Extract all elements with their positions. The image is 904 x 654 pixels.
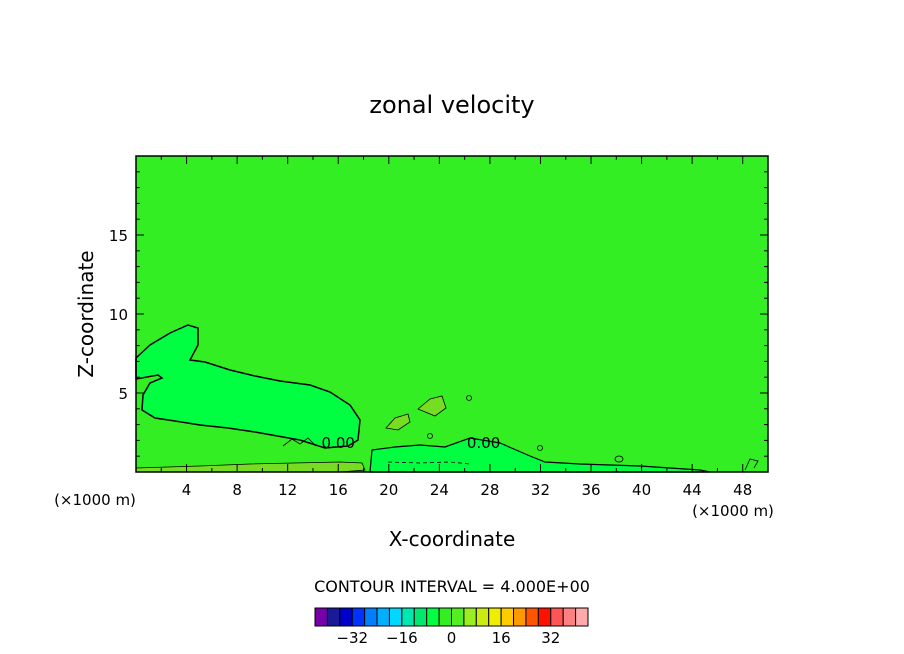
small-contour bbox=[427, 433, 433, 439]
contour-interval-text: CONTOUR INTERVAL = 4.000E+00 bbox=[314, 577, 590, 596]
colorbar-swatch bbox=[401, 607, 415, 627]
x-tick-label: 20 bbox=[379, 481, 398, 499]
small-contour bbox=[537, 445, 543, 451]
colorbar-labels: −32 −16 0 16 32 bbox=[336, 629, 560, 647]
y-tick-label: 5 bbox=[118, 385, 128, 403]
colorbar-label: −16 bbox=[386, 629, 418, 647]
x-tick-label: 36 bbox=[581, 481, 600, 499]
x-unit-left: (×1000 m) bbox=[54, 491, 136, 509]
x-tick-label: 12 bbox=[278, 481, 297, 499]
y-tick-label: 15 bbox=[109, 227, 128, 245]
lower-negative-band bbox=[369, 437, 711, 473]
colorbar bbox=[314, 607, 589, 627]
colorbar-swatch bbox=[426, 607, 440, 627]
colorbar-swatch bbox=[500, 607, 515, 627]
colorbar-swatch bbox=[376, 607, 390, 627]
positive-patch bbox=[417, 395, 447, 417]
colorbar-label: 32 bbox=[541, 629, 560, 647]
colorbar-swatch bbox=[339, 607, 353, 627]
x-tick-label: 16 bbox=[329, 481, 348, 499]
y-axis: 5 10 15 bbox=[109, 171, 768, 457]
x-tick-label: 48 bbox=[733, 481, 752, 499]
y-axis-label: Z-coordinate bbox=[74, 250, 98, 377]
contour-label: 0.00 bbox=[322, 434, 355, 452]
colorbar-swatch bbox=[525, 607, 539, 627]
colorbar-swatch bbox=[451, 607, 465, 627]
colorbar-swatch bbox=[388, 607, 403, 627]
x-tick-label: 44 bbox=[683, 481, 702, 499]
wiggle-contour bbox=[282, 437, 317, 447]
colorbar-swatch bbox=[475, 607, 490, 627]
negative-velocity-region bbox=[135, 324, 361, 449]
colorbar-swatch bbox=[326, 607, 341, 627]
colorbar-swatch bbox=[463, 607, 477, 627]
colorbar-swatch bbox=[413, 607, 428, 627]
contour-labels: 0.00 0.00 bbox=[322, 434, 501, 452]
dashed-contour bbox=[387, 461, 471, 465]
small-contour bbox=[466, 395, 472, 401]
x-axis-label: X-coordinate bbox=[389, 527, 516, 551]
colorbar-swatch bbox=[314, 607, 328, 627]
x-tick-label: 28 bbox=[480, 481, 499, 499]
colorbar-swatch bbox=[537, 607, 552, 627]
x-tick-label: 8 bbox=[232, 481, 242, 499]
x-tick-label: 4 bbox=[182, 481, 192, 499]
colorbar-label: 0 bbox=[447, 629, 457, 647]
colorbar-label: −32 bbox=[336, 629, 368, 647]
colorbar-label: 16 bbox=[492, 629, 511, 647]
colorbar-swatch bbox=[351, 607, 366, 627]
x-tick-label: 24 bbox=[430, 481, 449, 499]
contour-label: 0.00 bbox=[467, 434, 500, 452]
x-tick-label: 40 bbox=[632, 481, 651, 499]
colorbar-swatch bbox=[550, 607, 564, 627]
x-tick-label: 32 bbox=[531, 481, 550, 499]
colorbar-swatch bbox=[438, 607, 453, 627]
x-axis: 4 8 12 16 20 24 28 32 36 40 44 48 bbox=[160, 156, 769, 499]
colorbar-swatch bbox=[575, 607, 589, 627]
small-contour bbox=[744, 458, 759, 471]
positive-patch bbox=[385, 413, 411, 431]
colorbar-swatch bbox=[562, 607, 577, 627]
colorbar-swatch bbox=[488, 607, 502, 627]
chart-title: zonal velocity bbox=[369, 91, 534, 119]
x-unit-right: (×1000 m) bbox=[692, 502, 774, 520]
small-contour bbox=[614, 455, 624, 463]
contour-fill bbox=[135, 156, 768, 473]
y-tick-label: 10 bbox=[109, 306, 128, 324]
colorbar-swatch bbox=[513, 607, 527, 627]
colorbar-swatch bbox=[364, 607, 378, 627]
